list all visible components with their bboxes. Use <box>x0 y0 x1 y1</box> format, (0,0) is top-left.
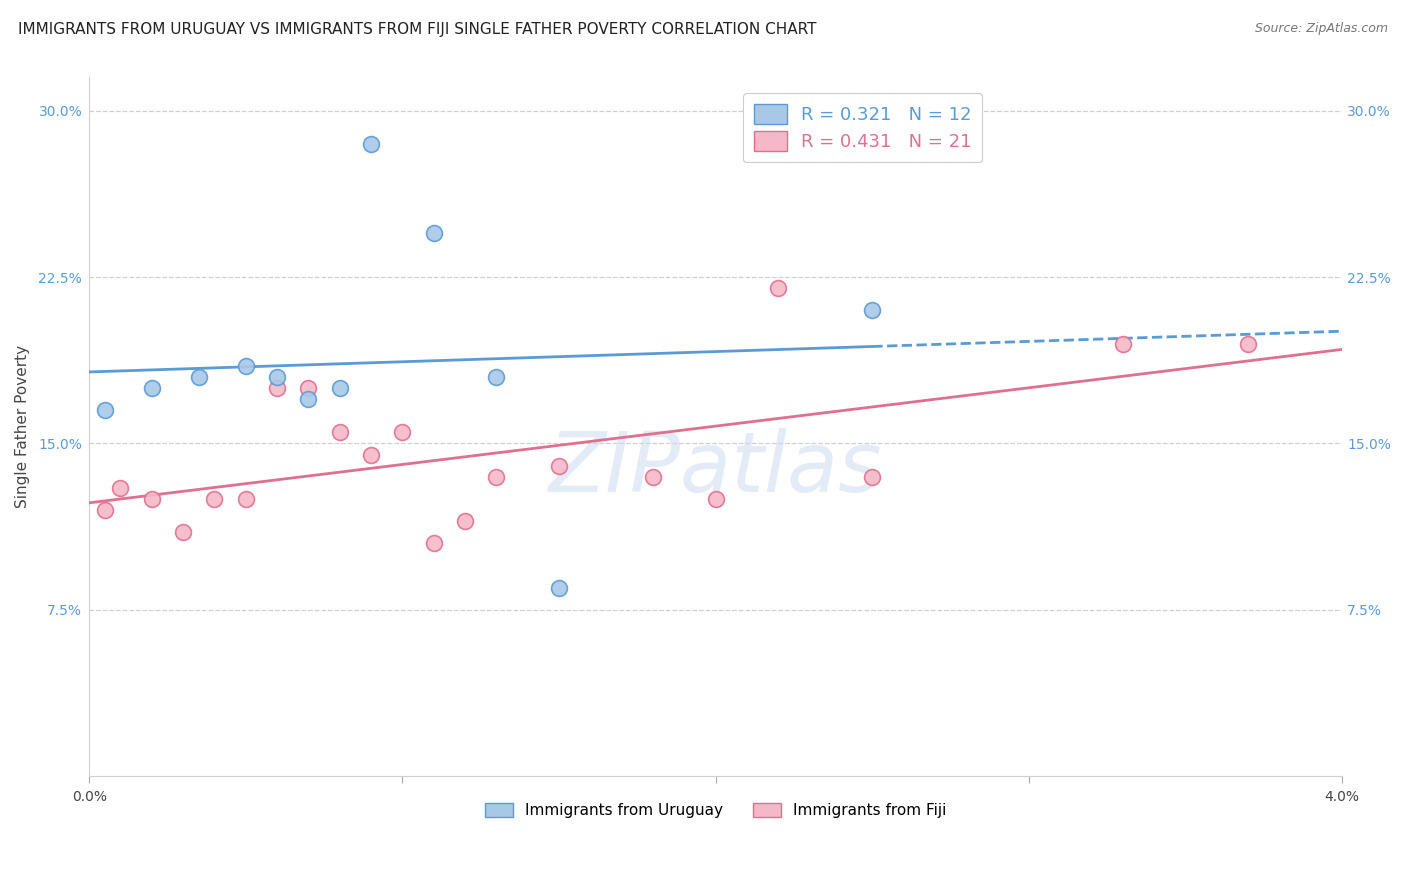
Point <box>266 370 288 384</box>
Point <box>297 392 319 406</box>
Y-axis label: Single Father Poverty: Single Father Poverty <box>15 345 30 508</box>
Point <box>485 469 508 483</box>
Point <box>141 491 163 506</box>
Point <box>704 491 727 506</box>
Point <box>548 581 571 595</box>
Point <box>235 491 257 506</box>
Point <box>329 425 352 440</box>
Point <box>548 458 571 473</box>
Point <box>360 448 382 462</box>
Point <box>768 281 790 295</box>
Point <box>297 381 319 395</box>
Legend: Immigrants from Uruguay, Immigrants from Fiji: Immigrants from Uruguay, Immigrants from… <box>479 797 952 824</box>
Point <box>860 303 883 318</box>
Point <box>266 381 288 395</box>
Point <box>860 469 883 483</box>
Point <box>204 491 226 506</box>
Point <box>329 381 352 395</box>
Point <box>423 536 446 550</box>
Point <box>1237 336 1260 351</box>
Point <box>454 514 477 528</box>
Point <box>360 136 382 151</box>
Point <box>391 425 413 440</box>
Text: IMMIGRANTS FROM URUGUAY VS IMMIGRANTS FROM FIJI SINGLE FATHER POVERTY CORRELATIO: IMMIGRANTS FROM URUGUAY VS IMMIGRANTS FR… <box>18 22 817 37</box>
Text: Source: ZipAtlas.com: Source: ZipAtlas.com <box>1254 22 1388 36</box>
Point <box>235 359 257 373</box>
Point <box>1112 336 1135 351</box>
Point <box>172 525 194 540</box>
Point <box>641 469 664 483</box>
Text: ZIPatlas: ZIPatlas <box>548 428 883 509</box>
Point <box>94 403 117 417</box>
Point <box>110 481 132 495</box>
Point <box>187 370 209 384</box>
Point <box>423 226 446 240</box>
Point <box>485 370 508 384</box>
Point <box>94 503 117 517</box>
Point <box>141 381 163 395</box>
